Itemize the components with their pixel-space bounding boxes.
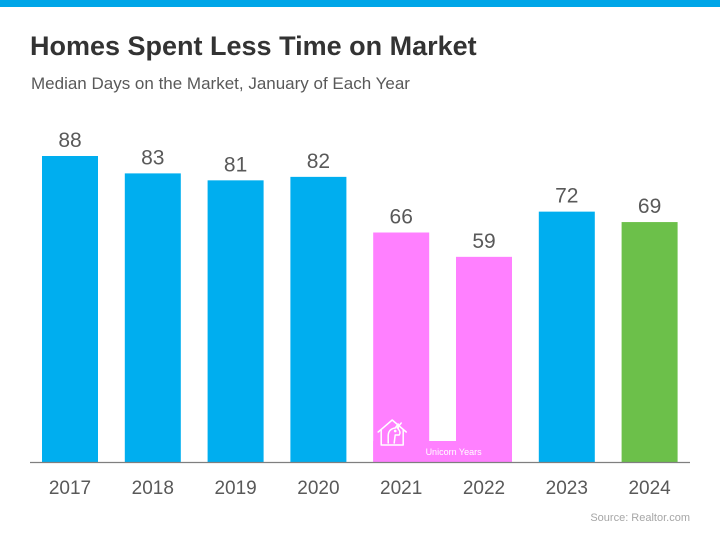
unicorn-years-label: Unicorn Years — [426, 447, 483, 457]
bar-2017 — [42, 156, 98, 462]
x-tick-label-2021: 2021 — [380, 478, 422, 499]
labels-layer: 88 2017 83 2018 81 2019 82 2020 66 2021 59 2022 72 20… — [49, 129, 671, 499]
chart-title: Homes Spent Less Time on Market — [30, 31, 477, 61]
bar-2023 — [538, 211, 595, 462]
bars-layer — [42, 156, 678, 463]
value-label-2024: 69 — [638, 195, 661, 218]
value-label-2019: 81 — [224, 153, 247, 176]
top-accent-bar — [0, 0, 720, 7]
value-label-2017: 88 — [58, 129, 81, 152]
x-tick-label-2018: 2018 — [132, 478, 174, 499]
value-label-2020: 82 — [307, 150, 330, 173]
x-tick-label-2020: 2020 — [297, 478, 339, 499]
bar-2022 — [456, 256, 512, 462]
bar-2018 — [124, 173, 181, 463]
value-label-2018: 83 — [141, 146, 164, 169]
x-tick-label-2024: 2024 — [628, 478, 671, 499]
source-note: Source: Realtor.com — [590, 512, 690, 524]
x-tick-label-2023: 2023 — [546, 478, 588, 499]
value-label-2021: 66 — [390, 206, 413, 229]
value-label-2022: 59 — [472, 230, 495, 253]
bar-2024 — [621, 222, 678, 462]
bar-2020 — [290, 176, 347, 462]
x-tick-label-2022: 2022 — [463, 478, 505, 499]
value-label-2023: 72 — [555, 185, 578, 208]
x-tick-label-2017: 2017 — [49, 478, 91, 499]
house-unicorn-icon — [377, 419, 407, 446]
x-tick-label-2019: 2019 — [214, 478, 256, 499]
bar-2019 — [207, 180, 264, 462]
chart-subtitle: Median Days on the Market, January of Ea… — [31, 74, 410, 93]
unicorn-band-fill — [373, 441, 512, 462]
unicorn-years-band: Unicorn Years — [373, 419, 512, 462]
